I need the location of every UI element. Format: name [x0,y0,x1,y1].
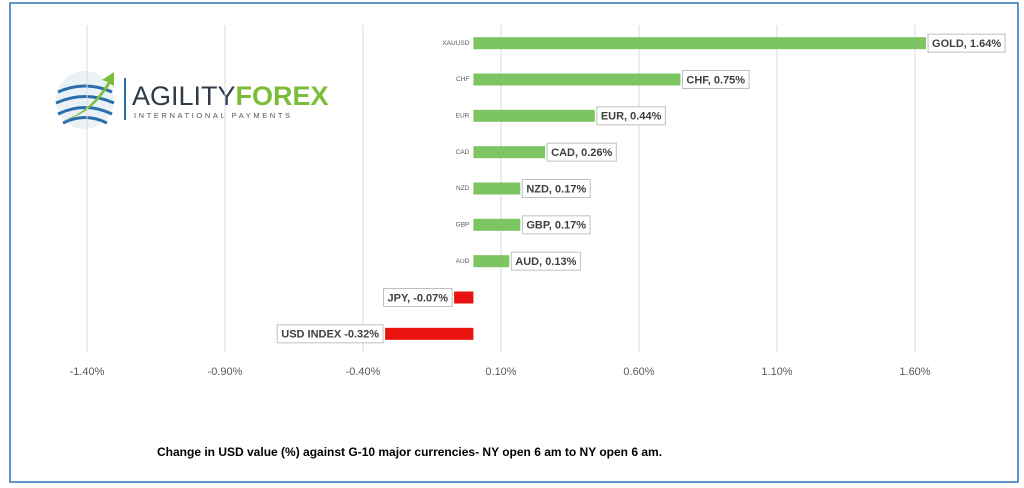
logo: AGILITYFOREX INTERNATIONAL PAYMENTS [55,71,329,129]
bar [473,255,510,268]
logo-tagline: INTERNATIONAL PAYMENTS [134,111,293,120]
x-tick-label: -0.90% [208,366,243,378]
data-label-box [546,142,617,162]
x-tick-label: -0.40% [346,366,381,378]
y-tick-label: XAUUSD [442,40,469,47]
bar [473,146,546,159]
data-label: NZD, 0.17% [526,183,586,195]
data-label-box [276,324,384,344]
x-tick-label: 0.10% [485,366,516,378]
x-tick-label: 1.60% [899,366,930,378]
y-tick-label: EUR [456,113,470,120]
y-tick-label: GBP [456,222,470,229]
data-label: EUR, 0.44% [601,111,662,123]
data-label: CHF, 0.75% [686,74,745,86]
x-tick-label: 1.10% [761,366,792,378]
bar [454,291,474,304]
y-tick-label: CAD [456,149,470,156]
data-label-box [521,179,591,198]
logo-name-first: AGILITY [132,81,236,111]
chart-caption: Change in USD value (%) against G-10 maj… [157,445,662,459]
data-label-box [596,106,666,126]
bar [473,109,595,122]
logo-swirl [55,84,115,125]
x-tick-label: 0.60% [623,366,654,378]
y-tick-label: NZD [456,185,470,192]
data-label: GOLD, 1.64% [932,38,1001,50]
x-tick-label: -1.40% [70,366,105,378]
bar [473,218,521,231]
bar [385,327,474,340]
y-tick-label: CHF [456,76,469,83]
data-label: JPY, -0.07% [388,292,449,304]
data-label-box [521,215,591,235]
data-label-box [927,33,1006,53]
y-tick-label: AUD [456,258,470,265]
data-label: USD INDEX -0.32% [281,329,379,341]
data-label-box [383,288,453,307]
logo-arrow [64,72,114,120]
bar [473,37,927,50]
data-label: AUD, 0.13% [515,256,576,268]
data-label-box [510,251,581,271]
logo-globe [56,71,114,129]
bar [473,73,681,86]
logo-name: AGILITYFOREX [132,81,329,111]
logo-name-second: FOREX [236,81,329,111]
bar [473,182,521,195]
data-label-box [681,70,750,89]
data-label: CAD, 0.26% [551,147,612,159]
data-label: GBP, 0.17% [526,220,586,232]
